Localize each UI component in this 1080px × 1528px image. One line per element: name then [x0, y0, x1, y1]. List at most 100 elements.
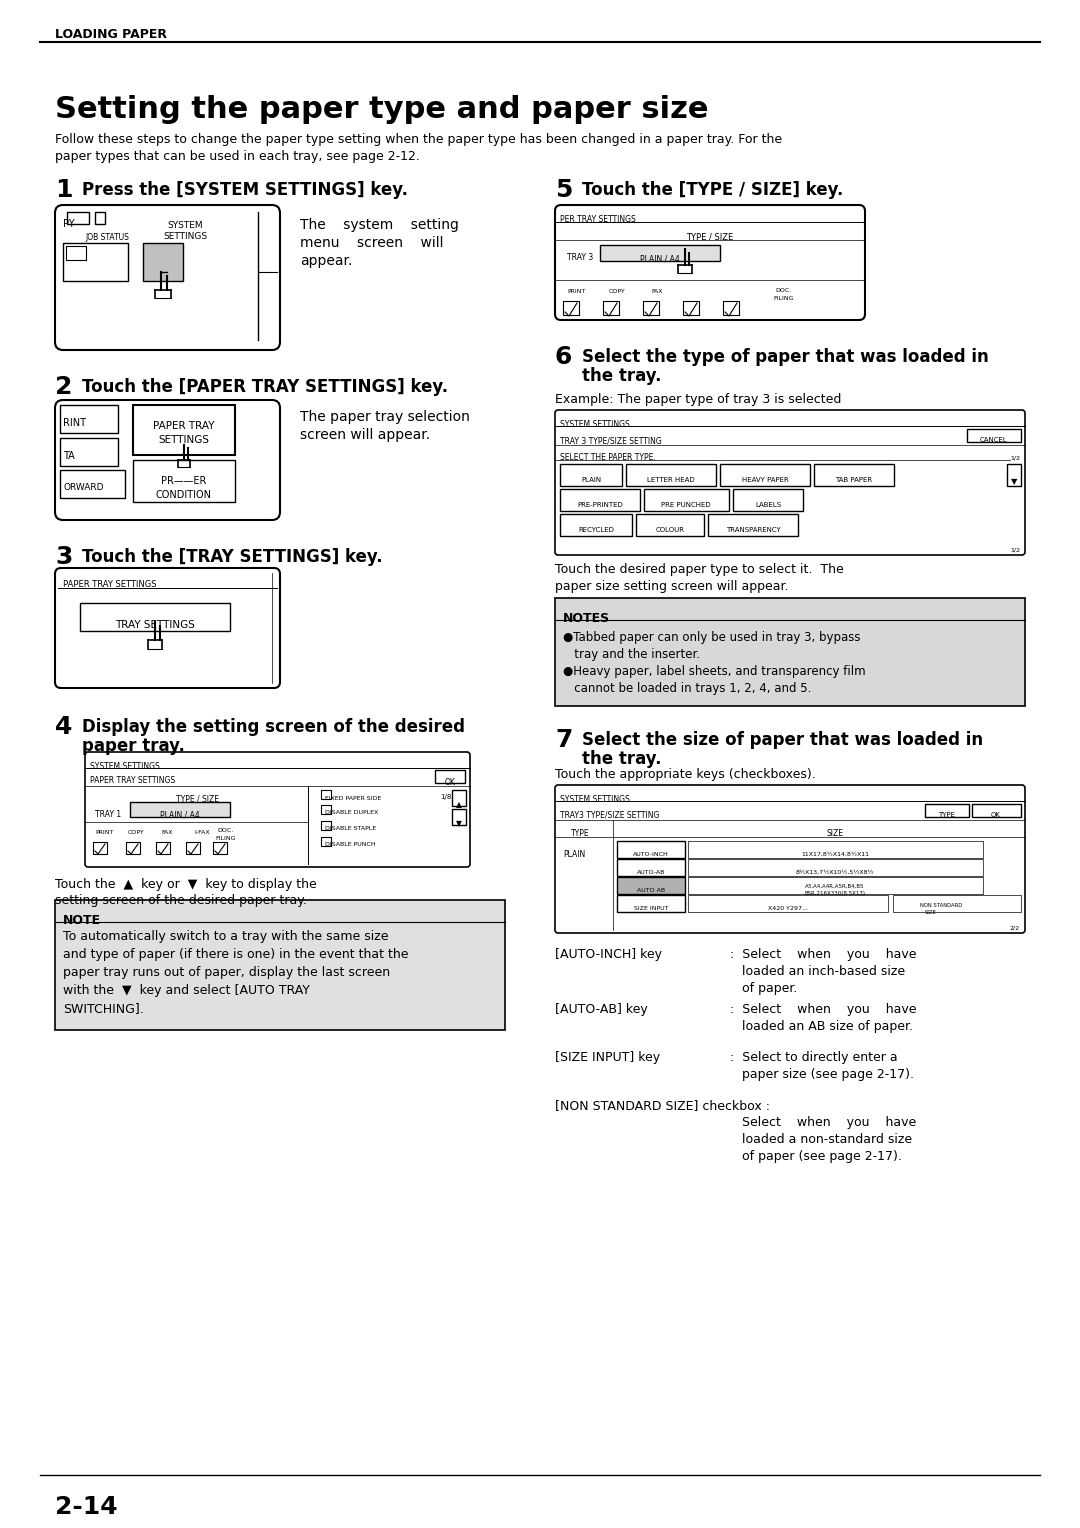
Bar — [156, 842, 170, 854]
Text: NOTE: NOTE — [63, 914, 102, 927]
Text: cannot be loaded in trays 1, 2, 4, and 5.: cannot be loaded in trays 1, 2, 4, and 5… — [563, 681, 811, 695]
Bar — [133, 460, 235, 503]
Text: Setting the paper type and paper size: Setting the paper type and paper size — [55, 95, 708, 124]
Text: paper size setting screen will appear.: paper size setting screen will appear. — [555, 581, 788, 593]
Bar — [561, 465, 622, 486]
Text: COPY: COPY — [129, 830, 145, 834]
Text: PLAIN / A4: PLAIN / A4 — [160, 811, 200, 821]
Text: :  Select    when    you    have: : Select when you have — [730, 947, 917, 961]
Text: ▼: ▼ — [456, 819, 462, 828]
Text: LETTER HEAD: LETTER HEAD — [647, 477, 694, 483]
Text: A3,A4,A4R,A5R,B4,B5: A3,A4,A4R,A5R,B4,B5 — [806, 885, 865, 889]
Text: loaded an AB size of paper.: loaded an AB size of paper. — [730, 1021, 913, 1033]
Bar — [723, 301, 739, 315]
Text: TA: TA — [63, 451, 75, 461]
Text: tray and the inserter.: tray and the inserter. — [563, 648, 700, 662]
Text: the tray.: the tray. — [582, 750, 661, 769]
Bar — [1007, 465, 1021, 486]
Text: paper size (see page 2-17).: paper size (see page 2-17). — [730, 1068, 914, 1080]
Text: PLAIN / A4: PLAIN / A4 — [640, 255, 680, 264]
Text: The    system    setting: The system setting — [300, 219, 459, 232]
Bar — [435, 770, 465, 782]
Text: SIZE: SIZE — [826, 830, 843, 837]
Text: Press the [SYSTEM SETTINGS] key.: Press the [SYSTEM SETTINGS] key. — [82, 180, 408, 199]
Text: CONDITION: CONDITION — [156, 490, 212, 500]
Bar — [688, 840, 983, 859]
Bar — [683, 301, 699, 315]
Text: NON STANDARD: NON STANDARD — [920, 903, 962, 908]
Text: AUTO-INCH: AUTO-INCH — [633, 853, 669, 857]
Text: PRINT: PRINT — [95, 830, 113, 834]
Text: ▼: ▼ — [1011, 477, 1017, 486]
Text: of paper (see page 2-17).: of paper (see page 2-17). — [730, 1151, 902, 1163]
Text: FAX: FAX — [651, 289, 662, 293]
Text: JOB STATUS: JOB STATUS — [85, 232, 129, 241]
Text: 1/2: 1/2 — [1010, 549, 1020, 553]
Bar — [733, 489, 804, 510]
Text: OK: OK — [991, 811, 1001, 817]
Bar — [60, 405, 118, 432]
Text: :  Select    when    you    have: : Select when you have — [730, 1002, 917, 1016]
Text: AUTO AB: AUTO AB — [637, 888, 665, 892]
Bar — [322, 790, 332, 799]
Text: 8½X13,7½X10½,5½X8½: 8½X13,7½X10½,5½X8½ — [796, 869, 875, 876]
Bar — [80, 604, 230, 631]
Bar — [893, 895, 1021, 912]
Text: TYPE / SIZE: TYPE / SIZE — [175, 795, 218, 804]
Text: Select the size of paper that was loaded in: Select the size of paper that was loaded… — [582, 730, 983, 749]
Bar — [972, 804, 1021, 817]
Text: PAPER TRAY SETTINGS: PAPER TRAY SETTINGS — [90, 776, 175, 785]
Text: 3: 3 — [55, 545, 72, 568]
Text: setting screen of the desired paper tray.: setting screen of the desired paper tray… — [55, 894, 307, 908]
Bar — [626, 465, 716, 486]
Text: FIXED PAPER SIDE: FIXED PAPER SIDE — [325, 796, 381, 801]
Text: loaded an inch-based size: loaded an inch-based size — [730, 966, 905, 978]
Bar — [603, 301, 619, 315]
Text: TYPE / SIZE: TYPE / SIZE — [687, 232, 733, 241]
Text: paper types that can be used in each tray, see page 2-12.: paper types that can be used in each tra… — [55, 150, 420, 163]
Text: I-FAX: I-FAX — [194, 830, 210, 834]
Text: [AUTO-AB] key: [AUTO-AB] key — [555, 1002, 648, 1016]
Bar — [688, 895, 888, 912]
Text: FILING: FILING — [215, 836, 235, 840]
Bar — [453, 808, 465, 825]
Text: FAX: FAX — [161, 830, 173, 834]
Bar — [322, 837, 332, 847]
Bar — [126, 842, 140, 854]
Bar — [555, 597, 1025, 706]
Text: TRAY 1: TRAY 1 — [95, 810, 121, 819]
Text: Touch the appropriate keys (checkboxes).: Touch the appropriate keys (checkboxes). — [555, 769, 815, 781]
Bar — [617, 877, 685, 894]
Text: SWITCHING].: SWITCHING]. — [63, 1002, 144, 1015]
Text: menu    screen    will: menu screen will — [300, 235, 444, 251]
Bar — [93, 842, 107, 854]
Text: SYSTEM SETTINGS: SYSTEM SETTINGS — [90, 762, 160, 772]
Text: PY: PY — [63, 219, 75, 229]
Bar — [66, 246, 86, 260]
Bar — [967, 429, 1021, 442]
Text: Follow these steps to change the paper type setting when the paper type has been: Follow these steps to change the paper t… — [55, 133, 782, 147]
Text: DISABLE PUNCH: DISABLE PUNCH — [325, 842, 376, 847]
Text: 1: 1 — [55, 177, 72, 202]
Text: BSR,216X330(8.5X13): BSR,216X330(8.5X13) — [805, 891, 865, 895]
Text: PR——ER: PR——ER — [161, 477, 206, 486]
Text: Select    when    you    have: Select when you have — [730, 1115, 916, 1129]
Text: 2/2: 2/2 — [1010, 926, 1020, 931]
Text: FILING: FILING — [773, 296, 794, 301]
Text: SYSTEM SETTINGS: SYSTEM SETTINGS — [561, 795, 630, 804]
Text: TAB PAPER: TAB PAPER — [836, 477, 873, 483]
Text: Display the setting screen of the desired: Display the setting screen of the desire… — [82, 718, 465, 736]
Text: SETTINGS: SETTINGS — [159, 435, 210, 445]
Text: COPY: COPY — [609, 289, 625, 293]
Bar — [636, 513, 704, 536]
Text: paper tray runs out of paper, display the last screen: paper tray runs out of paper, display th… — [63, 966, 390, 979]
Bar — [67, 212, 89, 225]
Text: TRAY 3 TYPE/SIZE SETTING: TRAY 3 TYPE/SIZE SETTING — [561, 435, 662, 445]
Text: screen will appear.: screen will appear. — [300, 428, 430, 442]
Text: 6: 6 — [555, 345, 572, 368]
Text: TRAY3 TYPE/SIZE SETTING: TRAY3 TYPE/SIZE SETTING — [561, 811, 660, 821]
Text: [AUTO-INCH] key: [AUTO-INCH] key — [555, 947, 662, 961]
Text: 2-14: 2-14 — [55, 1494, 118, 1519]
Text: 5: 5 — [555, 177, 572, 202]
Bar — [60, 471, 125, 498]
